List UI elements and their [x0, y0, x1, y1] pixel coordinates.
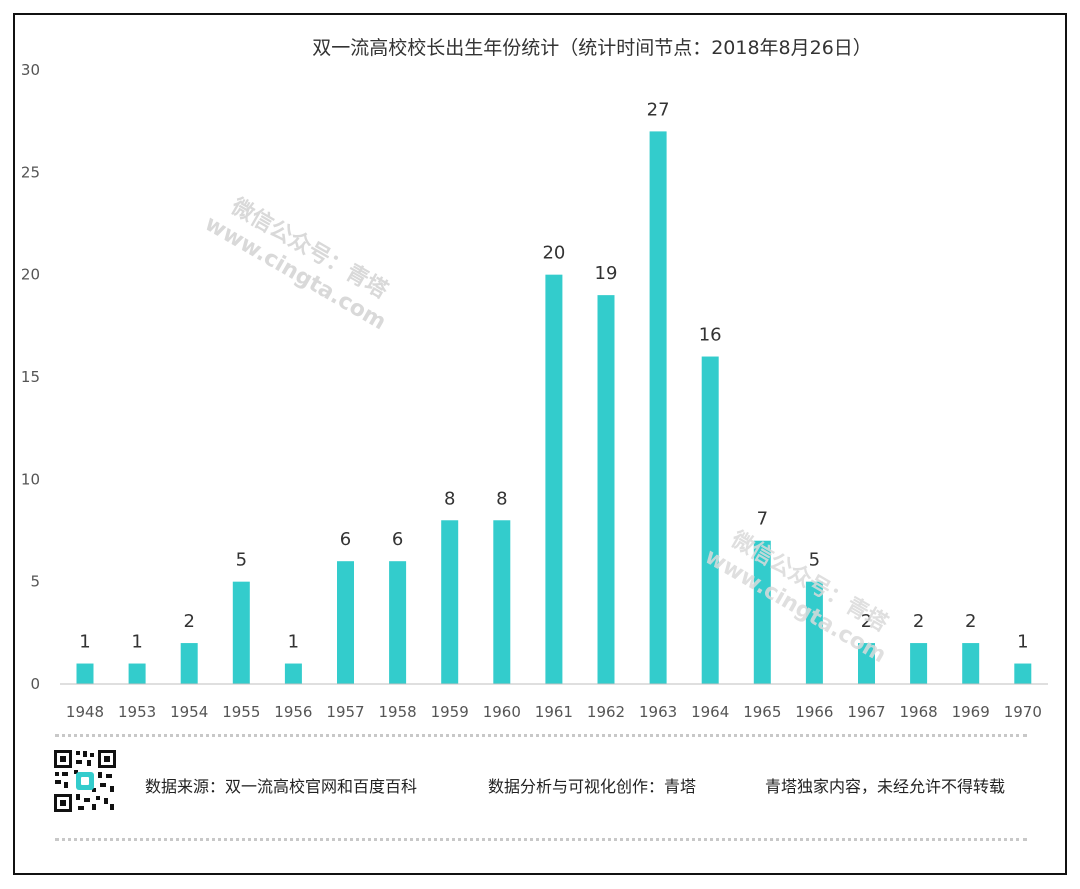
x-tick-label-1968: 1968: [900, 703, 938, 721]
value-label-1953: 1: [131, 632, 142, 653]
x-tick-label-1969: 1969: [952, 703, 990, 721]
y-tick-label: 5: [30, 573, 40, 591]
x-tick-label-1948: 1948: [66, 703, 104, 721]
bar-1968: [910, 643, 928, 684]
watermark-2: 微信公众号：青塔 www.cingta.com: [700, 526, 893, 668]
y-tick-label: 25: [21, 163, 40, 181]
footer-divider-top: [55, 734, 1027, 737]
value-label-1961: 20: [542, 243, 565, 264]
footer-copyright: 青塔独家内容，未经允许不得转载: [765, 777, 1006, 796]
y-tick-label: 0: [30, 675, 40, 693]
bar-1962: [597, 295, 615, 684]
value-label-1960: 8: [496, 488, 507, 509]
bar-1959: [441, 520, 459, 684]
x-tick-label-1965: 1965: [743, 703, 781, 721]
x-tick-label-1956: 1956: [274, 703, 312, 721]
footer-divider-bottom: [55, 838, 1027, 841]
x-tick-label-1967: 1967: [847, 703, 885, 721]
bar-1963: [649, 131, 667, 684]
bar-1970: [1014, 663, 1032, 684]
bar-1956: [284, 663, 302, 684]
value-label-1962: 19: [595, 263, 618, 284]
bar-1955: [232, 581, 250, 684]
value-label-1959: 8: [444, 488, 455, 509]
value-label-1948: 1: [79, 632, 90, 653]
x-tick-label-1961: 1961: [535, 703, 573, 721]
y-tick-label: 10: [21, 470, 40, 488]
bar-1953: [128, 663, 146, 684]
bar-1948: [76, 663, 94, 684]
x-tick-label-1954: 1954: [170, 703, 208, 721]
chart-title: 双一流高校校长出生年份统计（统计时间节点：2018年8月26日）: [312, 37, 872, 59]
bar-1961: [545, 274, 563, 684]
bar-1954: [180, 643, 198, 684]
value-label-1955: 5: [236, 550, 247, 571]
y-axis: 0 5 10 15 20 25 30: [21, 61, 40, 693]
x-tick-label-1960: 1960: [483, 703, 521, 721]
value-label-1969: 2: [965, 611, 976, 632]
footer-analysis: 数据分析与可视化创作：青塔: [488, 777, 697, 796]
x-tick-label-1953: 1953: [118, 703, 156, 721]
value-label-1965: 7: [757, 509, 768, 530]
x-axis: 1948 1953 1954 1955 1956 1957 1958 1959 1960 1961…: [60, 683, 1048, 721]
watermark-1: 微信公众号：青塔 www.cingta.com: [200, 193, 393, 335]
bar-1964: [701, 356, 719, 684]
x-tick-label-1966: 1966: [795, 703, 833, 721]
x-tick-label-1962: 1962: [587, 703, 625, 721]
bar-1965: [753, 540, 771, 684]
bar-1958: [389, 561, 407, 684]
value-label-1966: 5: [809, 550, 820, 571]
bar-1967: [858, 643, 875, 684]
bar-1960: [493, 520, 511, 684]
value-label-1956: 1: [288, 632, 299, 653]
value-label-1954: 2: [183, 611, 194, 632]
chart-frame: [13, 13, 1067, 875]
footer-source: 数据来源：双一流高校官网和百度百科: [145, 777, 418, 796]
x-tick-label-1970: 1970: [1004, 703, 1042, 721]
value-label-1963: 27: [647, 99, 670, 120]
y-tick-label: 30: [21, 61, 40, 79]
value-label-1957: 6: [340, 529, 351, 550]
x-tick-label-1957: 1957: [326, 703, 364, 721]
y-tick-label: 15: [21, 368, 40, 386]
value-label-1970: 1: [1017, 632, 1028, 653]
bar-1969: [962, 643, 980, 684]
x-tick-label-1955: 1955: [222, 703, 260, 721]
value-label-1958: 6: [392, 529, 403, 550]
x-tick-label-1964: 1964: [691, 703, 729, 721]
bars: [76, 131, 1032, 684]
x-tick-label-1958: 1958: [379, 703, 417, 721]
y-tick-label: 20: [21, 266, 40, 284]
x-tick-label-1963: 1963: [639, 703, 677, 721]
value-label-1967: 2: [861, 611, 872, 632]
bar-1957: [337, 561, 354, 684]
qr-code-icon: [52, 748, 118, 814]
x-tick-label-1959: 1959: [431, 703, 469, 721]
bar-1966: [805, 581, 823, 684]
value-label-1968: 2: [913, 611, 924, 632]
value-label-1964: 16: [699, 325, 722, 346]
